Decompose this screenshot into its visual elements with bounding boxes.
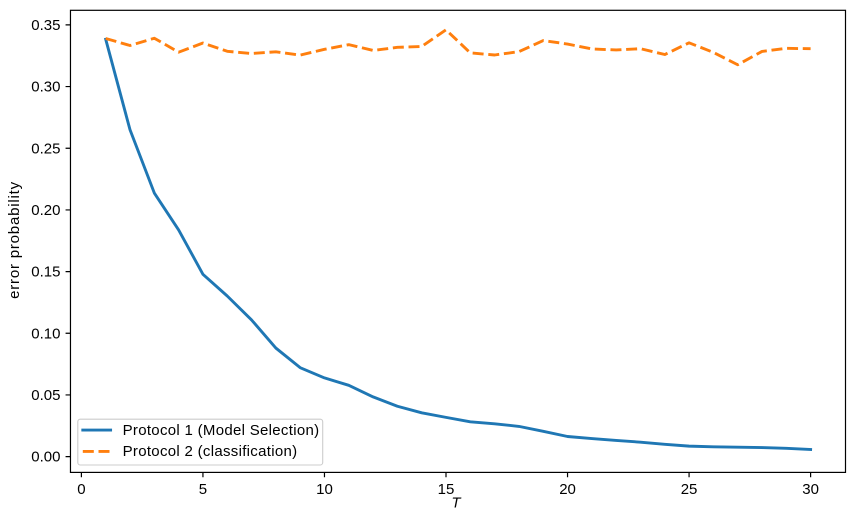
- svg-text:0.25: 0.25: [31, 140, 60, 157]
- svg-text:15: 15: [438, 481, 455, 498]
- svg-text:30: 30: [802, 481, 819, 498]
- svg-text:error probability: error probability: [6, 181, 23, 299]
- svg-text:0.10: 0.10: [31, 325, 60, 342]
- svg-text:T: T: [451, 494, 462, 511]
- svg-text:Protocol 2 (classification): Protocol 2 (classification): [123, 443, 298, 460]
- svg-text:0.30: 0.30: [31, 79, 60, 96]
- svg-text:25: 25: [681, 481, 698, 498]
- svg-text:0.35: 0.35: [31, 17, 60, 34]
- svg-text:0: 0: [77, 481, 85, 498]
- svg-text:0.20: 0.20: [31, 202, 60, 219]
- svg-text:0.00: 0.00: [31, 449, 60, 466]
- svg-text:5: 5: [199, 481, 207, 498]
- svg-text:0.05: 0.05: [31, 387, 60, 404]
- svg-text:20: 20: [559, 481, 576, 498]
- svg-text:0.15: 0.15: [31, 264, 60, 281]
- svg-text:10: 10: [316, 481, 333, 498]
- svg-text:Protocol 1 (Model Selection): Protocol 1 (Model Selection): [123, 422, 320, 439]
